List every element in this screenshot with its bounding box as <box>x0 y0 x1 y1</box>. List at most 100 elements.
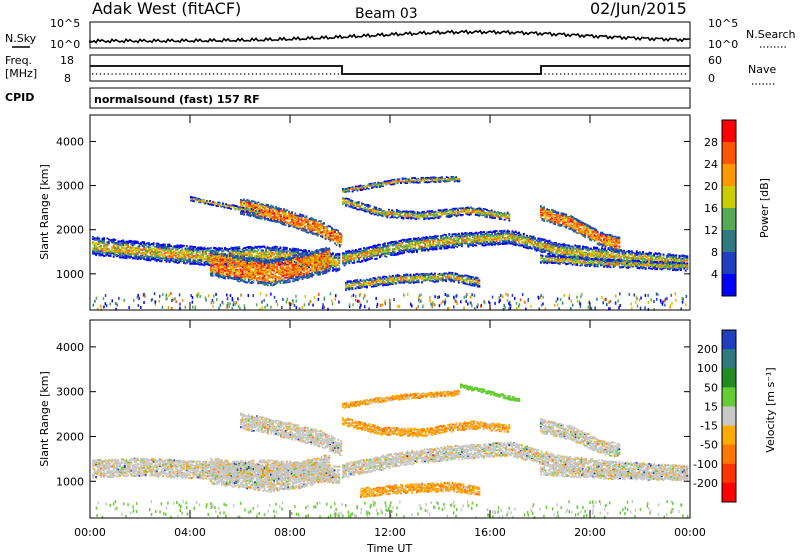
power-echo-cell <box>186 254 188 256</box>
power-echo-cell <box>186 248 188 250</box>
power-echo-cell <box>134 249 136 251</box>
power-echo-cell <box>256 204 258 206</box>
power-echo-cell <box>316 255 318 257</box>
power-echo-cell <box>256 266 258 268</box>
power-echo-cell <box>178 254 180 256</box>
power-echo-cell <box>275 275 277 277</box>
power-echo-cell <box>153 251 155 253</box>
power-echo-cell <box>286 265 288 267</box>
power-echo-cell <box>218 273 220 275</box>
power-echo-cell <box>175 255 177 257</box>
power-echo-cell <box>95 248 97 250</box>
power-echo-cell <box>188 249 190 251</box>
power-echo-cell <box>224 266 226 268</box>
power-echo-cell <box>312 223 314 225</box>
power-echo-cell <box>335 265 337 267</box>
power-echo-cell <box>292 278 294 280</box>
power-echo-cell <box>210 259 212 261</box>
power-echo-cell <box>320 224 322 226</box>
power-echo-cell <box>264 219 266 221</box>
power-echo-cell <box>202 259 204 261</box>
power-echo-cell <box>223 255 225 257</box>
power-echo-cell <box>292 249 294 251</box>
power-echo-cell <box>113 240 115 242</box>
power-echo-cell <box>274 220 276 222</box>
power-echo-cell <box>275 217 277 219</box>
power-echo-cell <box>302 228 304 230</box>
power-echo-cell <box>204 254 206 256</box>
power-echo-cell <box>253 247 255 249</box>
power-echo-cell <box>134 240 136 242</box>
power-echo-cell <box>156 257 158 259</box>
power-echo-cell <box>294 268 296 270</box>
power-echo-cell <box>158 247 160 249</box>
freq-tick-top: 18 <box>60 54 74 67</box>
power-echo-cell <box>126 252 128 254</box>
freq-series <box>90 66 690 74</box>
power-echo-cell <box>186 245 188 247</box>
power-echo-cell <box>334 265 336 267</box>
power-echo-cell <box>270 273 272 275</box>
power-echo-cell <box>245 202 247 204</box>
power-echo-cell <box>126 256 128 258</box>
power-echo-cell <box>327 270 329 272</box>
power-echo-cell <box>268 282 270 284</box>
power-echo-cell <box>254 216 256 218</box>
power-echo-cell <box>208 248 210 250</box>
power-echo-cell <box>272 285 274 287</box>
power-echo-cell <box>270 252 272 254</box>
power-echo-cell <box>294 264 296 266</box>
power-echo-cell <box>316 273 318 275</box>
power-echo-cell <box>199 264 201 266</box>
power-echo-cell <box>169 260 171 262</box>
power-echo-cell <box>167 258 169 260</box>
power-echo-cell <box>103 249 105 251</box>
power-echo-cell <box>268 281 270 283</box>
power-echo-cell <box>216 252 218 254</box>
power-echo-cell <box>242 200 244 202</box>
power-echo-cell <box>118 250 120 252</box>
power-echo-cell <box>130 240 132 242</box>
power-echo-cell <box>169 258 171 260</box>
power-echo-cell <box>294 258 296 260</box>
power-echo-cell <box>313 264 315 266</box>
power-echo-cell <box>269 208 271 210</box>
power-echo-cell <box>320 228 322 230</box>
power-echo-cell <box>216 257 218 259</box>
power-echo-cell <box>158 258 160 260</box>
power-echo-cell <box>210 271 212 273</box>
power-echo-cell <box>261 203 263 205</box>
power-echo-cell <box>97 247 99 249</box>
power-echo-cell <box>137 250 139 252</box>
power-echo-cell <box>270 276 272 278</box>
power-echo-cell <box>172 247 174 249</box>
power-echo-cell <box>212 265 214 267</box>
power-echo-cell <box>298 226 300 228</box>
power-echo-cell <box>259 262 261 264</box>
power-echo-cell <box>314 266 316 268</box>
power-echo-cell <box>280 214 282 216</box>
power-echo-cell <box>121 243 123 245</box>
power-echo-cell <box>324 249 326 251</box>
power-echo-cell <box>277 221 279 223</box>
power-echo-cell <box>121 257 123 259</box>
power-echo-cell <box>202 256 204 258</box>
power-echo-cell <box>162 256 164 258</box>
power-echo-cell <box>283 253 285 255</box>
power-echo-cell <box>289 267 291 269</box>
power-echo-cell <box>291 278 293 280</box>
power-echo-cell <box>111 250 113 252</box>
power-echo-cell <box>305 277 307 279</box>
power-echo-cell <box>121 250 123 252</box>
power-echo-cell <box>259 271 261 273</box>
power-echo-cell <box>212 268 214 270</box>
power-echo-cell <box>242 270 244 272</box>
power-echo-cell <box>256 247 258 249</box>
power-echo-cell <box>273 254 275 256</box>
power-echo-cell <box>332 252 334 254</box>
power-echo-cell <box>216 268 218 270</box>
power-echo-cell <box>253 272 255 274</box>
power-echo-cell <box>253 249 255 251</box>
power-echo-cell <box>234 275 236 277</box>
power-echo-cell <box>240 257 242 259</box>
